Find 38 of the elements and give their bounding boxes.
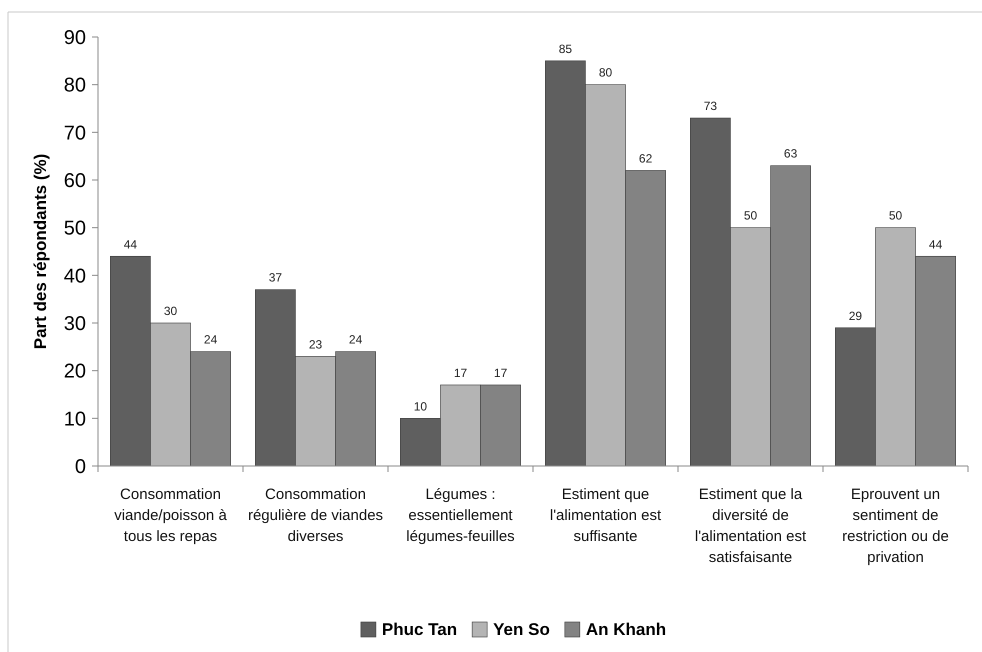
x-tick-label: Estiment que la diversité de l'alimentation est satisfaisante bbox=[694, 486, 807, 566]
legend-label: Yen So bbox=[493, 620, 550, 639]
data-label: 29 bbox=[848, 308, 862, 323]
y-tick-label: 90 bbox=[64, 27, 86, 49]
data-label: 50 bbox=[744, 208, 758, 223]
data-label: 85 bbox=[558, 42, 572, 56]
data-label: 10 bbox=[414, 399, 428, 414]
y-axis-title: Part des répondants (%) bbox=[31, 154, 50, 350]
y-tick-label: 70 bbox=[64, 122, 86, 144]
data-label: 37 bbox=[268, 270, 282, 285]
x-tick-label: Consommation viande/poisson à tous les repas bbox=[114, 486, 228, 545]
x-tick-label: Estiment que l'alimentation est suffisante bbox=[550, 486, 662, 545]
data-label: 24 bbox=[204, 332, 218, 347]
data-label: 30 bbox=[164, 304, 178, 318]
y-tick-label: 0 bbox=[74, 456, 86, 478]
y-tick-label: 20 bbox=[64, 360, 86, 383]
data-label: 50 bbox=[888, 208, 902, 223]
data-label: 23 bbox=[308, 337, 322, 352]
y-tick-label: 60 bbox=[64, 170, 86, 192]
y-tick-label: 80 bbox=[64, 74, 86, 97]
x-tick-label: Eprouvent un sentiment de restriction ou de privation bbox=[842, 486, 949, 566]
x-tick-label: Légumes : essentiellement légumes-feuilles bbox=[406, 486, 515, 545]
x-tick-label: Consommation régulière de viandes diverses bbox=[248, 486, 384, 545]
legend-label: An Khanh bbox=[586, 620, 666, 639]
data-label: 17 bbox=[454, 366, 468, 380]
y-tick-label: 40 bbox=[64, 265, 86, 288]
y-tick-label: 30 bbox=[64, 313, 86, 335]
data-label: 44 bbox=[928, 237, 943, 252]
data-label: 44 bbox=[124, 237, 138, 252]
data-label: 62 bbox=[638, 151, 653, 166]
y-tick-label: 50 bbox=[64, 218, 86, 240]
data-label: 80 bbox=[598, 66, 612, 80]
data-label: 24 bbox=[348, 332, 363, 347]
y-tick-label: 10 bbox=[64, 408, 86, 430]
data-label: 17 bbox=[494, 366, 508, 380]
data-label: 63 bbox=[784, 146, 798, 161]
legend-label: Phuc Tan bbox=[382, 620, 458, 639]
data-label: 73 bbox=[704, 99, 718, 114]
